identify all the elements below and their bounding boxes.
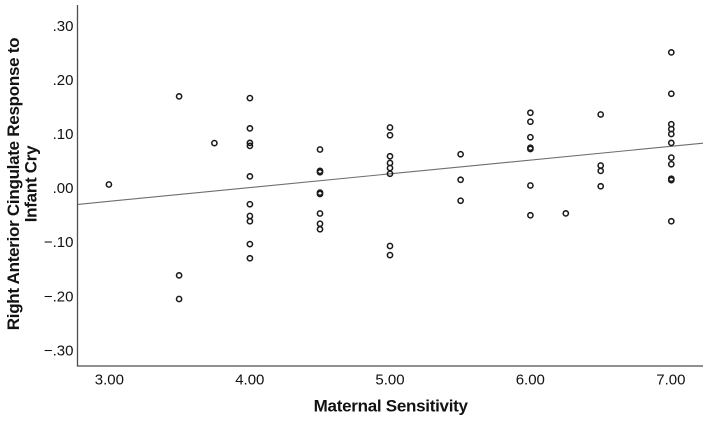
svg-text:Infant Cry: Infant Cry <box>21 145 40 222</box>
svg-text:.20: .20 <box>53 72 74 89</box>
svg-text:.10: .10 <box>53 126 74 143</box>
svg-text:6.00: 6.00 <box>516 372 545 389</box>
svg-text:Maternal Sensitivity: Maternal Sensitivity <box>314 397 469 416</box>
svg-text:5.00: 5.00 <box>375 372 404 389</box>
svg-text:−.30: −.30 <box>44 342 74 359</box>
svg-text:4.00: 4.00 <box>235 372 264 389</box>
svg-text:3.00: 3.00 <box>95 372 124 389</box>
svg-text:Right Anterior Cingulate Respo: Right Anterior Cingulate Response to <box>4 38 23 330</box>
svg-text:.00: .00 <box>53 180 74 197</box>
svg-text:−.10: −.10 <box>44 234 74 251</box>
svg-text:.30: .30 <box>53 18 74 35</box>
svg-text:7.00: 7.00 <box>656 372 685 389</box>
svg-text:−.20: −.20 <box>44 288 74 305</box>
